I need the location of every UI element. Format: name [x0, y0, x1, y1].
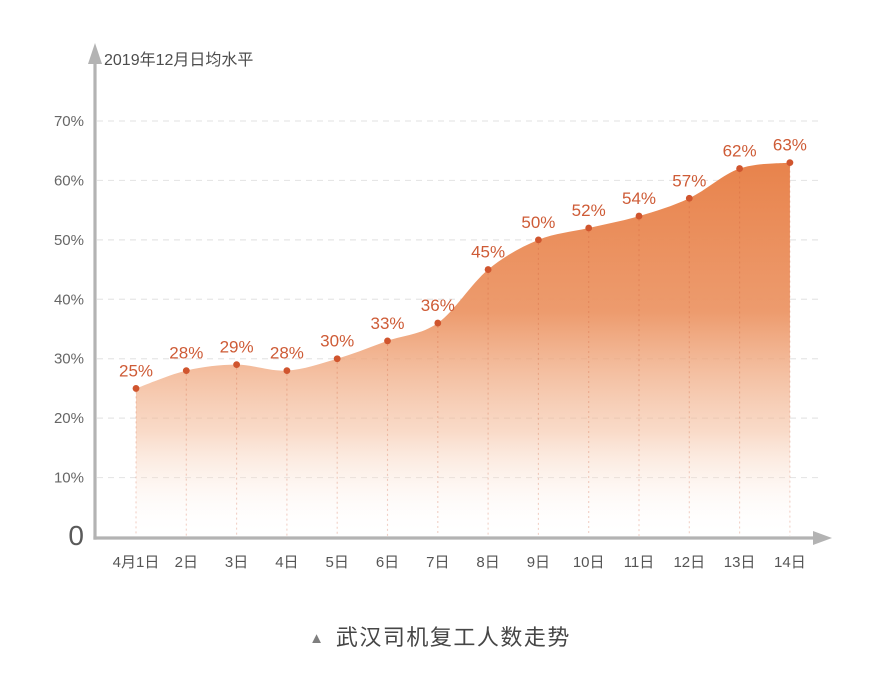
- y-tick-label: 60%: [54, 172, 84, 189]
- data-point-dot: [484, 266, 492, 273]
- data-point-dot: [233, 361, 241, 369]
- data-point-label: 28%: [169, 344, 203, 363]
- y-tick-label: 70%: [54, 113, 84, 130]
- recovery-trend-area-chart: 2019年12月日均水平 70% 60% 50% 40% 30% 20% 10% 0 4月1日…: [54, 43, 832, 571]
- caption-triangle-icon: ▲: [309, 630, 324, 647]
- x-axis-label: 9日: [527, 554, 550, 571]
- data-point-label: 45%: [471, 243, 505, 262]
- y-tick-label: 30%: [54, 351, 84, 368]
- x-axis-label: 8日: [476, 554, 499, 571]
- area-fill-layer: [136, 162, 790, 537]
- data-point-label: 25%: [119, 361, 153, 380]
- y-tick-label: 10%: [54, 470, 84, 487]
- data-point-label: 52%: [572, 201, 606, 220]
- data-point-dot: [283, 367, 291, 374]
- data-point-label: 57%: [672, 171, 706, 190]
- data-point-dot: [132, 385, 140, 392]
- data-point-dot: [736, 165, 743, 172]
- data-point-dot: [635, 212, 643, 220]
- y-axis-tick-labels: 70% 60% 50% 40% 30% 20% 10% 0: [54, 113, 84, 551]
- data-point-label: 50%: [521, 213, 555, 232]
- x-axis-label: 14日: [774, 554, 806, 571]
- x-axis-label: 2日: [175, 554, 198, 571]
- data-point-dot: [685, 194, 693, 202]
- data-point-label: 62%: [723, 142, 757, 161]
- data-point-label: 63%: [773, 136, 807, 155]
- x-axis-label: 10日: [573, 554, 605, 571]
- y-tick-label: 40%: [54, 291, 84, 308]
- data-point-label: 28%: [270, 344, 304, 363]
- x-axis-label: 3日: [225, 554, 248, 571]
- data-point-dot: [535, 236, 542, 244]
- data-point-labels: 25% 28% 29% 28% 30% 33% 36% 45% 50% 52% 54% 57% 62% 6…: [119, 136, 807, 381]
- x-axis-label: 4日: [275, 554, 298, 571]
- x-axis-label: 7日: [426, 554, 449, 571]
- area-fill: [136, 162, 790, 537]
- data-point-label: 30%: [320, 332, 354, 351]
- data-point-dot: [786, 159, 794, 167]
- caption-text: 武汉司机复工人数走势: [335, 625, 571, 650]
- y-tick-label: 0: [68, 520, 84, 551]
- x-axis-label: 6日: [376, 554, 399, 571]
- x-axis-label: 11日: [624, 554, 655, 571]
- point-guide-lines: [135, 165, 791, 536]
- y-axis-arrow-icon: [88, 43, 102, 64]
- data-point-label: 33%: [370, 314, 404, 333]
- data-point-dot: [434, 319, 442, 327]
- data-point-dot: [333, 355, 341, 363]
- x-axis-label: 13日: [724, 554, 756, 571]
- data-point-dots: [132, 159, 794, 392]
- data-point-dot: [585, 224, 593, 232]
- x-axis-labels: 4月1日 2日 3日 4日 5日 6日 7日 8日 9日 10日 11日 12日 13日 14日: [113, 554, 806, 571]
- data-point-label: 54%: [622, 189, 656, 208]
- chart-caption: ▲ 武汉司机复工人数走势: [0, 620, 880, 652]
- y-tick-label: 20%: [54, 410, 84, 427]
- data-point-dot: [384, 337, 391, 345]
- x-axis-label: 5日: [326, 554, 349, 571]
- x-axis-label: 4月1日: [113, 554, 160, 571]
- y-tick-label: 50%: [54, 232, 84, 249]
- x-axis-label: 12日: [673, 554, 705, 571]
- x-axis-arrow-icon: [813, 531, 832, 545]
- y-axis-title: 2019年12月日均水平: [104, 51, 253, 69]
- data-point-label: 29%: [220, 338, 254, 357]
- data-point-dot: [182, 367, 190, 374]
- axes: 2019年12月日均水平: [88, 43, 832, 545]
- data-point-label: 36%: [421, 296, 455, 315]
